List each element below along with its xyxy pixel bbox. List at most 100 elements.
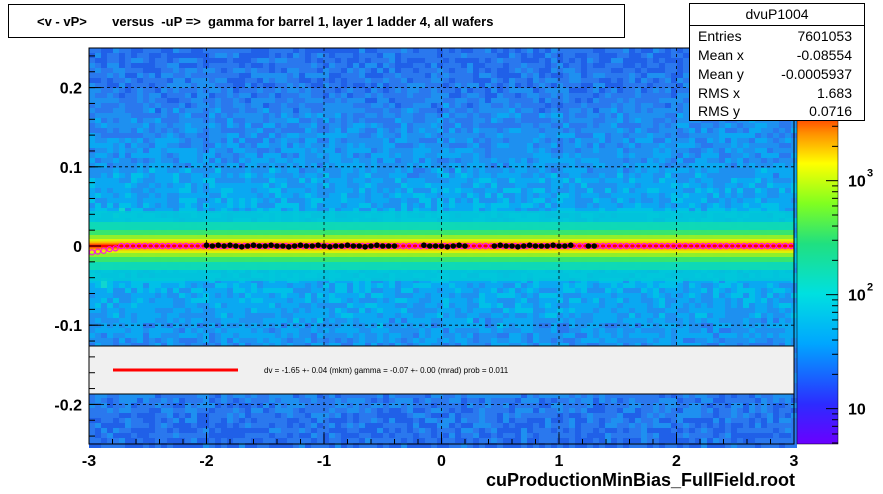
heatmap-cell: [335, 173, 341, 178]
heatmap-cell: [215, 138, 221, 143]
heatmap-cell: [305, 103, 311, 108]
heatmap-cell: [443, 428, 449, 433]
heatmap-cell: [413, 413, 419, 418]
heatmap-cell: [281, 108, 287, 113]
heatmap-cell: [95, 198, 101, 203]
heatmap-cell: [395, 63, 401, 68]
heatmap-cell: [167, 158, 173, 163]
heatmap-cell: [293, 98, 299, 103]
heatmap-cell: [383, 148, 389, 153]
heatmap-cell: [431, 53, 437, 58]
heatmap-cell: [419, 133, 425, 138]
heatmap-cell: [347, 423, 353, 428]
heatmap-cell: [101, 163, 107, 168]
heatmap-cell: [119, 438, 125, 443]
heatmap-cell: [305, 93, 311, 98]
heatmap-cell: [173, 208, 179, 213]
heatmap-cell: [131, 298, 137, 303]
heatmap-cell: [101, 438, 107, 443]
heatmap-cell: [377, 153, 383, 158]
heatmap-cell: [209, 428, 215, 433]
heatmap-cell: [275, 298, 281, 303]
heatmap-cell: [245, 403, 251, 408]
heatmap-cell: [197, 108, 203, 113]
heatmap-cell: [269, 53, 275, 58]
heatmap-cell: [119, 338, 125, 343]
heatmap-cell: [431, 108, 437, 113]
heatmap-cell: [461, 88, 467, 93]
heatmap-cell: [407, 58, 413, 63]
heatmap-cell: [299, 418, 305, 423]
heatmap-cell: [131, 68, 137, 73]
heatmap-cell: [419, 93, 425, 98]
heatmap-cell: [353, 413, 359, 418]
heatmap-cell: [161, 163, 167, 168]
heatmap-cell: [239, 423, 245, 428]
heatmap-cell: [89, 283, 95, 288]
heatmap-cell: [143, 423, 149, 428]
heatmap-cell: [455, 83, 461, 88]
heatmap-cell: [239, 443, 245, 448]
heatmap-cell: [347, 298, 353, 303]
heatmap-cell: [95, 183, 101, 188]
heatmap-cell: [125, 418, 131, 423]
heatmap-cell: [359, 403, 365, 408]
heatmap-cell: [227, 433, 233, 438]
heatmap-cell: [389, 128, 395, 133]
heatmap-cell: [155, 118, 161, 123]
heatmap-cell: [335, 333, 341, 338]
heatmap-cell: [317, 203, 323, 208]
heatmap-cell: [353, 173, 359, 178]
heatmap-cell: [347, 168, 353, 173]
heatmap-cell: [155, 108, 161, 113]
heatmap-cell: [371, 398, 377, 403]
heatmap-cell: [113, 183, 119, 188]
heatmap-cell: [419, 208, 425, 213]
heatmap-cell: [95, 78, 101, 83]
heatmap-cell: [191, 303, 197, 308]
heatmap-cell: [113, 68, 119, 73]
heatmap-cell: [269, 428, 275, 433]
heatmap-cell: [455, 193, 461, 198]
heatmap-cell: [299, 423, 305, 428]
heatmap-cell: [227, 338, 233, 343]
heatmap-cell: [329, 428, 335, 433]
heatmap-cell: [233, 143, 239, 148]
heatmap-cell: [401, 183, 407, 188]
heatmap-cell: [245, 318, 251, 323]
heatmap-cell: [401, 168, 407, 173]
heatmap-cell: [89, 208, 95, 213]
heatmap-cell: [341, 193, 347, 198]
heatmap-cell: [245, 93, 251, 98]
heatmap-cell: [425, 318, 431, 323]
heatmap-cell: [299, 293, 305, 298]
heatmap-cell: [431, 208, 437, 213]
heatmap-cell: [155, 403, 161, 408]
heatmap-cell: [365, 63, 371, 68]
heatmap-cell: [209, 108, 215, 113]
heatmap-cell: [239, 438, 245, 443]
heatmap-cell: [437, 308, 443, 313]
heatmap-cell: [245, 203, 251, 208]
heatmap-cell: [101, 168, 107, 173]
heatmap-cell: [461, 63, 467, 68]
heatmap-cell: [95, 93, 101, 98]
heatmap-cell: [131, 148, 137, 153]
heatmap-cell: [335, 203, 341, 208]
heatmap-cell: [233, 83, 239, 88]
heatmap-cell: [101, 338, 107, 343]
heatmap-cell: [137, 68, 143, 73]
heatmap-cell: [89, 173, 95, 178]
heatmap-cell: [227, 413, 233, 418]
heatmap-cell: [437, 103, 443, 108]
heatmap-cell: [287, 183, 293, 188]
heatmap-cell: [383, 428, 389, 433]
heatmap-cell: [215, 53, 221, 58]
heatmap-cell: [89, 73, 95, 78]
heatmap-cell: [449, 398, 455, 403]
heatmap-cell: [353, 93, 359, 98]
heatmap-cell: [275, 83, 281, 88]
heatmap-cell: [329, 178, 335, 183]
heatmap-cell: [233, 168, 239, 173]
heatmap-cell: [359, 208, 365, 213]
